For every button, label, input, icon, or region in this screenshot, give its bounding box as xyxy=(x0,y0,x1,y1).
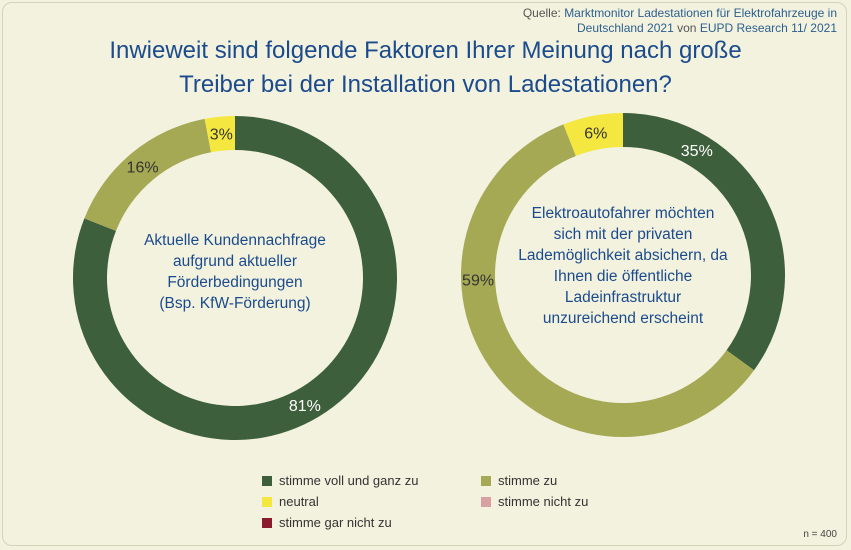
legend-item-neutral: neutral xyxy=(262,494,319,509)
donut-1-center-label: Aktuelle Kundennachfrage aufgrund aktuell… xyxy=(100,230,370,314)
legend-item-gar-nicht: stimme gar nicht zu xyxy=(262,515,392,530)
donut-1-center-line-3: Förderbedingungen xyxy=(167,274,303,291)
donut-1-center-line-1: Aktuelle Kundennachfrage xyxy=(144,232,326,249)
source-line2c: EUPD Research 11/ 2021 xyxy=(699,21,837,35)
donut-1-value-label-2: 16% xyxy=(127,159,159,176)
donut-2-center-line-1: Elektroautofahrer möchten xyxy=(531,205,715,222)
legend-label-neutral: neutral xyxy=(279,494,319,509)
donut-2-slice-3 xyxy=(563,113,623,156)
donut-2-center-label: Elektroautofahrer möchten sich mit der pr… xyxy=(473,203,773,329)
sample-size-note: n = 400 xyxy=(803,529,837,540)
donut-2-slice-1 xyxy=(623,113,785,371)
source-line2b: von xyxy=(677,21,697,35)
donut-2-center-line-4: Ihnen die öffentliche xyxy=(553,268,693,285)
donut-1-value-label-3: 3% xyxy=(210,127,233,144)
chart-title: Inwieweit sind folgende Faktoren Ihrer M… xyxy=(0,34,851,102)
source-line1: Marktmonitor Ladestationen für Elektrofa… xyxy=(564,6,837,20)
donut-2-center-line-3: Lademöglichkeit absichern, da xyxy=(518,247,728,264)
source-line2a: Deutschland 2021 xyxy=(577,21,674,35)
donut-2-center-line-6: unzureichend erscheint xyxy=(542,310,704,327)
legend-swatch-neutral xyxy=(262,496,272,507)
legend-item-zu: stimme zu xyxy=(481,473,557,488)
legend-label-nicht: stimme nicht zu xyxy=(498,494,589,509)
chart-title-line1: Inwieweit sind folgende Faktoren Ihrer M… xyxy=(109,37,742,64)
donut-2-center-line-2: sich mit der privaten xyxy=(553,226,693,243)
legend: stimme voll und ganz zu stimme zu neutra… xyxy=(262,470,682,536)
donut-1-value-label-1: 81% xyxy=(289,398,321,415)
source-label: Quelle: xyxy=(522,6,561,20)
donut-1-slice-2 xyxy=(84,118,212,231)
donut-1-center-line-2: aufgrund aktueller xyxy=(172,253,298,270)
legend-label-zu: stimme zu xyxy=(498,473,558,488)
chart-title-line2: Treiber bei der Installation von Ladesta… xyxy=(179,71,672,98)
donut-2-value-label-1: 35% xyxy=(681,143,713,160)
legend-swatch-nicht xyxy=(481,496,491,507)
donut-2-center-line-5: Ladeinfrastruktur xyxy=(564,289,682,306)
donut-2-value-label-2: 59% xyxy=(462,273,494,290)
legend-swatch-zu xyxy=(481,475,491,486)
donut-2-value-label-3: 6% xyxy=(584,126,607,143)
legend-label-gar-nicht: stimme gar nicht zu xyxy=(279,515,392,530)
donut-1-center-line-4: (Bsp. KfW-Förderung) xyxy=(159,295,311,312)
legend-item-voll: stimme voll und ganz zu xyxy=(262,473,418,488)
legend-item-nicht: stimme nicht zu xyxy=(481,494,588,509)
source-note: Quelle: Marktmonitor Ladestationen für E… xyxy=(507,6,837,36)
legend-swatch-voll xyxy=(262,475,272,486)
legend-swatch-gar-nicht xyxy=(262,517,272,528)
legend-label-voll: stimme voll und ganz zu xyxy=(279,473,419,488)
donut-1-slice-3 xyxy=(204,116,235,153)
